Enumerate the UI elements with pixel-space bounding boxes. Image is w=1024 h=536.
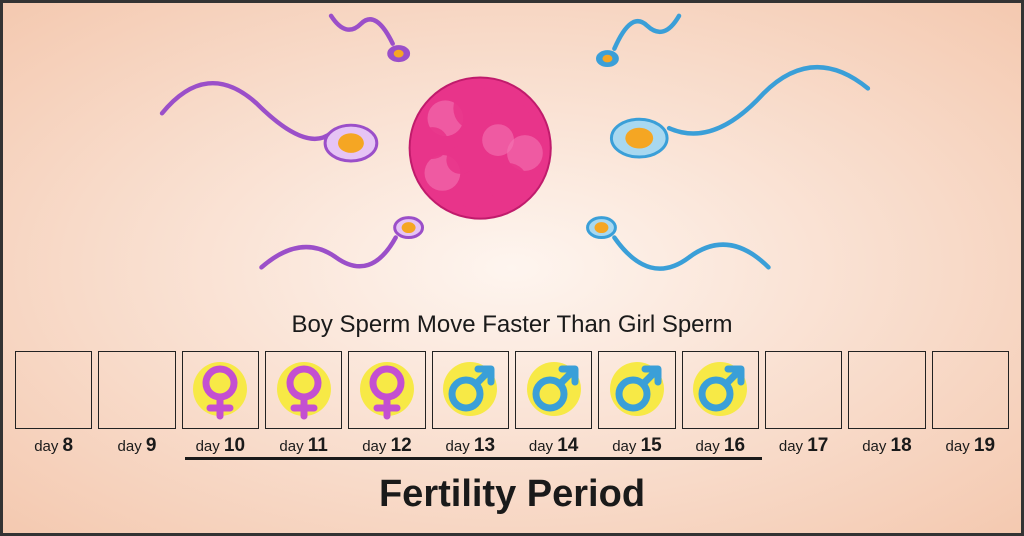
day-box: [848, 351, 925, 429]
calendar-row: [15, 351, 1009, 429]
day-label: day 17: [765, 435, 842, 457]
day-box: [432, 351, 509, 429]
day-label: day 19: [932, 435, 1009, 457]
egg-cell-icon: [409, 76, 552, 219]
sperm-right-small-icon: [588, 218, 769, 269]
sperm-top-right-tiny-icon: [597, 16, 679, 66]
day-label: day 10: [182, 435, 259, 457]
day-label: day 11: [265, 435, 342, 457]
day-box: [682, 351, 759, 429]
fertility-underline: [185, 457, 762, 460]
female-symbol-icon: [274, 360, 334, 420]
day-label: day 15: [598, 435, 675, 457]
sperm-left-large-icon: [162, 83, 377, 161]
male-symbol-icon: [524, 360, 584, 420]
day-labels-row: day 8 day 9 day 10 day 11 day 12 day 13 day 14…: [15, 435, 1009, 457]
infographic-canvas: Boy Sperm Move Faster Than Girl Sperm: [0, 0, 1024, 536]
female-symbol-icon: [190, 360, 250, 420]
day-box: [765, 351, 842, 429]
day-box: [98, 351, 175, 429]
day-label: day 9: [98, 435, 175, 457]
male-symbol-icon: [607, 360, 667, 420]
day-label: day 18: [848, 435, 925, 457]
sperm-right-large-icon: [611, 67, 867, 157]
day-box: [265, 351, 342, 429]
day-label: day 16: [682, 435, 759, 457]
day-label: day 12: [348, 435, 425, 457]
fertilization-illustration: [3, 3, 1021, 313]
sperm-left-small-icon: [261, 218, 422, 268]
day-box: [15, 351, 92, 429]
main-title: Fertility Period: [3, 473, 1021, 516]
day-box: [182, 351, 259, 429]
day-label: day 13: [432, 435, 509, 457]
male-symbol-icon: [440, 360, 500, 420]
day-box: [348, 351, 425, 429]
male-symbol-icon: [690, 360, 750, 420]
day-label: day 8: [15, 435, 92, 457]
female-symbol-icon: [357, 360, 417, 420]
day-box: [598, 351, 675, 429]
day-label: day 14: [515, 435, 592, 457]
subtitle-text: Boy Sperm Move Faster Than Girl Sperm: [3, 311, 1021, 339]
day-box: [515, 351, 592, 429]
sperm-top-left-tiny-icon: [331, 16, 409, 61]
day-box: [932, 351, 1009, 429]
